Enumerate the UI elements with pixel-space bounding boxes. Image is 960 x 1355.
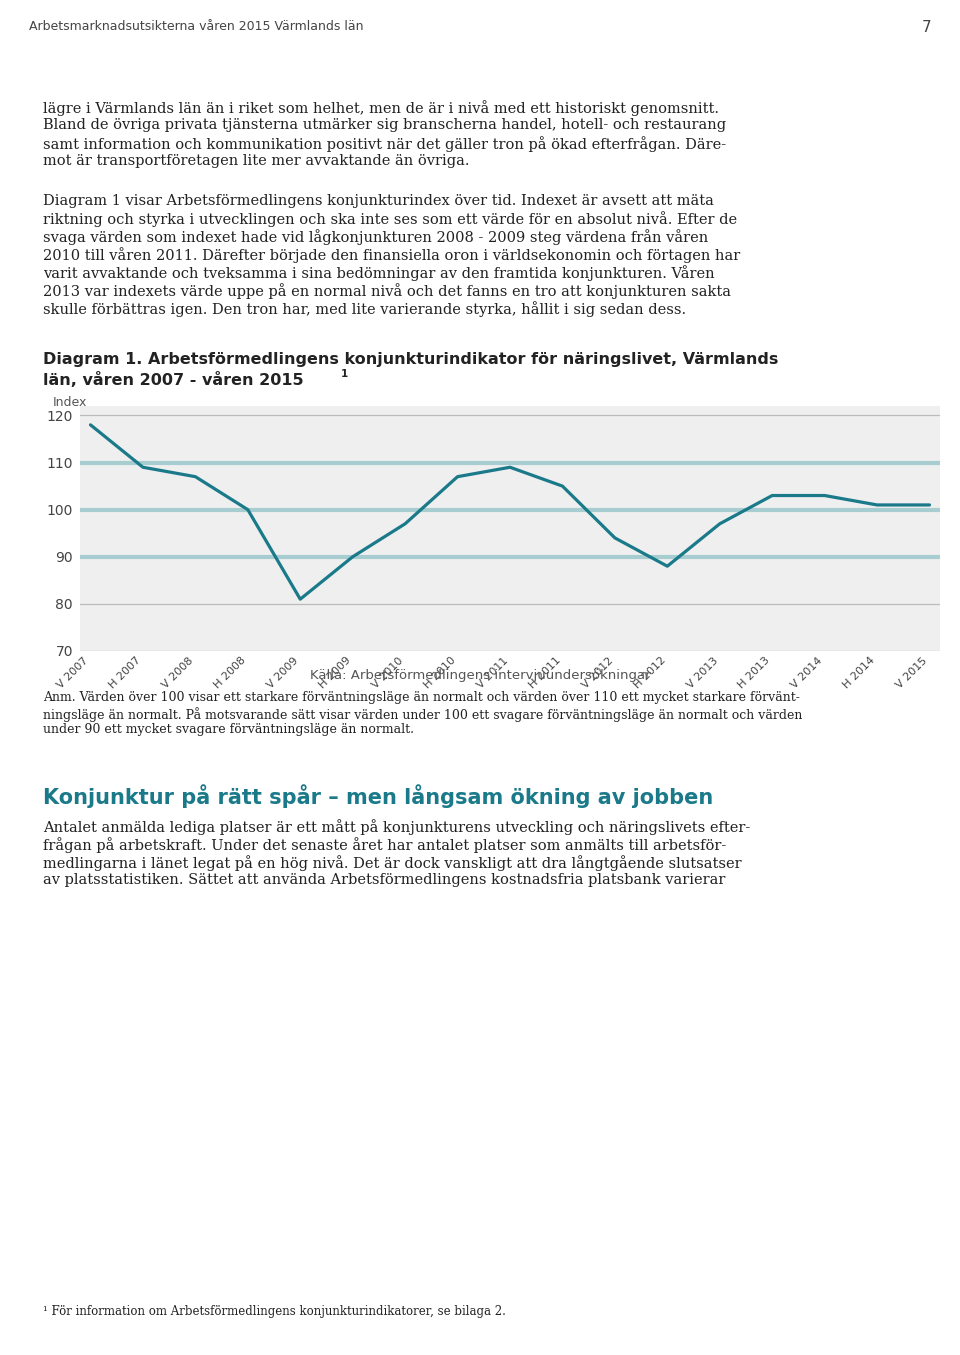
Text: samt information och kommunikation positivt när det gäller tron på ökad efterfrå: samt information och kommunikation posit… (43, 136, 727, 152)
Text: riktning och styrka i utvecklingen och ska inte ses som ett värde för en absolut: riktning och styrka i utvecklingen och s… (43, 211, 737, 228)
Text: Källa: Arbetsförmedlingens intervjuundersökningar: Källa: Arbetsförmedlingens intervjuunder… (310, 669, 650, 682)
Text: Anm. Värden över 100 visar ett starkare förväntningsläge än normalt och värden ö: Anm. Värden över 100 visar ett starkare … (43, 691, 800, 705)
Text: ¹ För information om Arbetsförmedlingens konjunkturindikatorer, se bilaga 2.: ¹ För information om Arbetsförmedlingens… (43, 1305, 506, 1318)
Text: frågan på arbetskraft. Under det senaste året har antalet platser som anmälts ti: frågan på arbetskraft. Under det senaste… (43, 837, 727, 852)
Text: län, våren 2007 - våren 2015: län, våren 2007 - våren 2015 (43, 373, 303, 388)
Text: Diagram 1. Arbetsförmedlingens konjunkturindikator för näringslivet, Värmlands: Diagram 1. Arbetsförmedlingens konjunktu… (43, 352, 779, 367)
Text: ningsläge än normalt. På motsvarande sätt visar värden under 100 ett svagare för: ningsläge än normalt. På motsvarande sät… (43, 707, 803, 722)
Text: Antalet anmälda lediga platser är ett mått på konjunkturens utveckling och närin: Antalet anmälda lediga platser är ett må… (43, 818, 751, 835)
Text: varit avvaktande och tveksamma i sina bedömningar av den framtida konjunkturen. : varit avvaktande och tveksamma i sina be… (43, 266, 715, 282)
Text: Index: Index (53, 396, 87, 409)
Text: Bland de övriga privata tjänsterna utmärker sig branscherna handel, hotell- och : Bland de övriga privata tjänsterna utmär… (43, 118, 727, 131)
Text: svaga värden som indexet hade vid lågkonjunkturen 2008 - 2009 steg värdena från : svaga värden som indexet hade vid lågkon… (43, 229, 708, 245)
Text: 1: 1 (341, 369, 348, 379)
Text: lägre i Värmlands län än i riket som helhet, men de är i nivå med ett historiskt: lägre i Värmlands län än i riket som hel… (43, 100, 719, 117)
Text: Konjunktur på rätt spår – men långsam ökning av jobben: Konjunktur på rätt spår – men långsam ök… (43, 785, 713, 808)
Text: av platsstatistiken. Sättet att använda Arbetsförmedlingens kostnadsfria platsba: av platsstatistiken. Sättet att använda … (43, 873, 726, 888)
Text: 2013 var indexets värde uppe på en normal nivå och det fanns en tro att konjunkt: 2013 var indexets värde uppe på en norma… (43, 283, 732, 299)
Text: Diagram 1 visar Arbetsförmedlingens konjunkturindex över tid. Indexet är avsett : Diagram 1 visar Arbetsförmedlingens konj… (43, 194, 714, 207)
Text: mot är transportföretagen lite mer avvaktande än övriga.: mot är transportföretagen lite mer avvak… (43, 154, 469, 168)
Text: skulle förbättras igen. Den tron har, med lite varierande styrka, hållit i sig s: skulle förbättras igen. Den tron har, me… (43, 302, 686, 317)
Text: medlingarna i länet legat på en hög nivå. Det är dock vanskligt att dra långtgåe: medlingarna i länet legat på en hög nivå… (43, 855, 742, 871)
Text: under 90 ett mycket svagare förväntningsläge än normalt.: under 90 ett mycket svagare förväntnings… (43, 724, 414, 736)
Text: 7: 7 (922, 20, 931, 35)
Text: Arbetsmarknadsutsikterna våren 2015 Värmlands län: Arbetsmarknadsutsikterna våren 2015 Värm… (29, 20, 363, 33)
Text: 2010 till våren 2011. Därefter började den finansiella oron i världsekonomin och: 2010 till våren 2011. Därefter började d… (43, 248, 740, 263)
